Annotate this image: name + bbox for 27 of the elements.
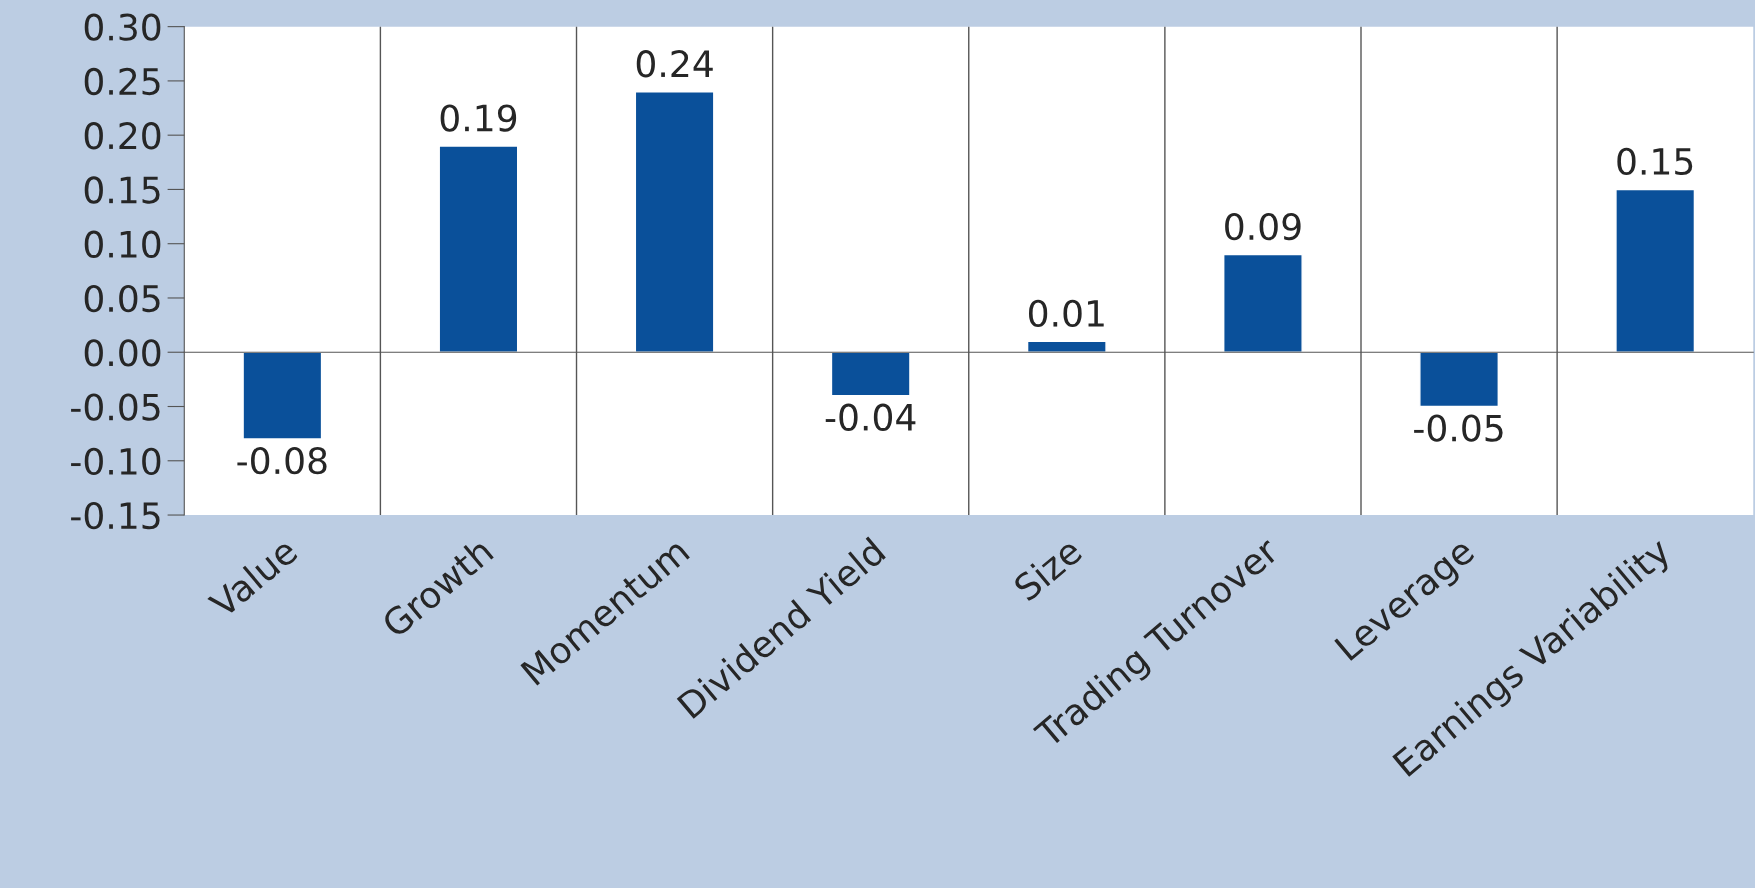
y-tick-label: -0.10: [71, 447, 161, 476]
bar: [1223, 253, 1303, 353]
x-tick-label: Size: [1011, 535, 1084, 603]
y-tick-label: 0.15: [84, 176, 160, 204]
y-tick-label: 0.20: [84, 122, 161, 150]
data-label: 0.09: [1225, 212, 1301, 241]
data-label: 0.15: [1617, 147, 1693, 176]
y-tick-label: 0.00: [84, 339, 161, 367]
bar: [1419, 351, 1499, 408]
y-tick-label: -0.05: [71, 393, 160, 421]
data-label: 0.19: [440, 104, 517, 132]
y-tick-label: 0.05: [84, 284, 160, 313]
data-label: 0.01: [1029, 299, 1104, 328]
bar: [634, 91, 715, 353]
data-label: -0.05: [1414, 414, 1503, 442]
y-tick-label: 0.25: [84, 67, 160, 96]
y-tick-label: 0.30: [84, 13, 161, 41]
bar: [438, 145, 519, 353]
data-label: -0.04: [825, 403, 916, 431]
bar: [1026, 340, 1107, 353]
y-tick-label: -0.15: [71, 501, 160, 530]
y-tick-label: 0.10: [84, 230, 161, 258]
bar: [1615, 188, 1696, 353]
bar: [242, 351, 323, 440]
bar: [830, 351, 911, 397]
data-label: -0.08: [237, 447, 327, 475]
data-label: 0.24: [636, 50, 713, 78]
